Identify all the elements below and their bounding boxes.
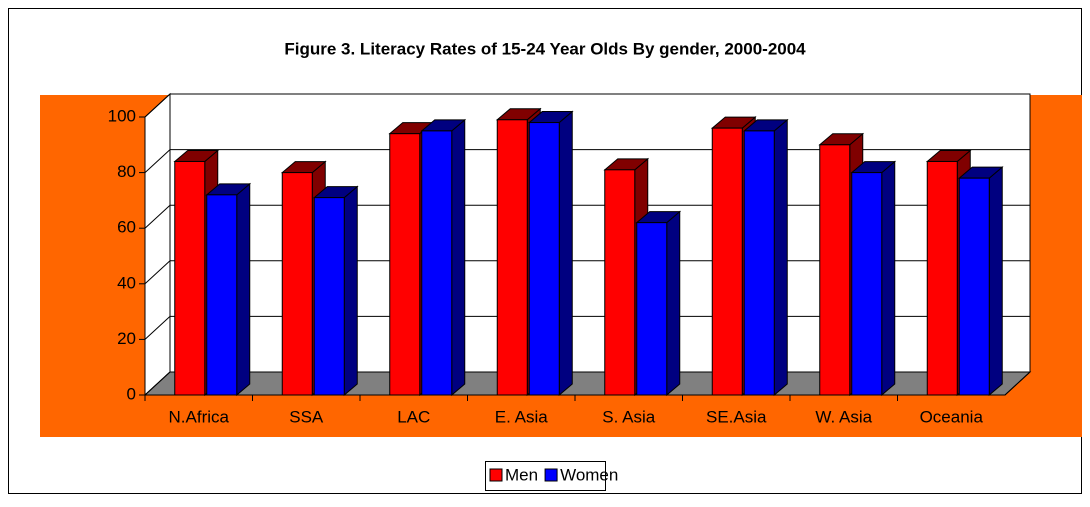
bar <box>421 130 453 396</box>
bar-side <box>988 166 1003 397</box>
legend-label: Women <box>560 465 618 484</box>
bar-side <box>881 160 896 397</box>
bar <box>313 197 345 396</box>
x-tick-label: W. Asia <box>815 407 872 426</box>
bar <box>604 169 636 396</box>
bar-side <box>343 185 358 397</box>
y-tick-label: 20 <box>117 329 136 348</box>
bar-side <box>236 182 251 397</box>
grid-line-side <box>144 316 171 340</box>
plot-area: 0 20 40 60 80 100 N.Africa SSA LAC E. Asia S. Asia… <box>40 92 1082 437</box>
bar <box>281 172 313 396</box>
y-tick-label: 0 <box>127 384 136 403</box>
bar <box>496 119 528 396</box>
bar-side <box>666 210 681 397</box>
x-tick-label: Oceania <box>920 407 984 426</box>
x-tick-label: N.Africa <box>169 407 230 426</box>
floor <box>143 371 1032 396</box>
bar <box>711 127 743 396</box>
bar <box>174 160 206 396</box>
bar <box>528 122 560 396</box>
grid-line-side <box>144 260 171 285</box>
bar-side <box>773 118 788 397</box>
x-tick-label: SE.Asia <box>706 407 767 426</box>
bar <box>926 160 958 396</box>
bar <box>206 194 238 396</box>
x-tick-label: E. Asia <box>495 407 548 426</box>
x-tick-label: S. Asia <box>602 407 655 426</box>
y-tick-label: 40 <box>117 273 136 292</box>
bar <box>819 144 851 396</box>
legend: Men Women <box>489 465 618 484</box>
y-tick-label: 80 <box>117 162 136 181</box>
y-tick-label: 100 <box>108 106 136 125</box>
grid-line-side <box>144 204 171 229</box>
legend-swatch <box>489 468 503 482</box>
grid-line-side <box>144 149 171 173</box>
bar <box>389 133 421 396</box>
grid-line-side <box>144 93 171 118</box>
legend-swatch <box>544 468 558 482</box>
x-tick-label: LAC <box>397 407 430 426</box>
grid-line-side <box>144 371 171 396</box>
bar-side <box>558 110 573 397</box>
chart-title: Figure 3. Literacy Rates of 15-24 Year O… <box>284 39 806 58</box>
x-tick-label: SSA <box>289 407 324 426</box>
legend-label: Men <box>505 465 538 484</box>
bar <box>958 177 990 396</box>
bar <box>851 172 883 396</box>
bar <box>743 130 775 396</box>
bar-side <box>451 118 466 397</box>
bar <box>636 222 668 396</box>
side-wall <box>144 92 171 397</box>
y-tick-label: 60 <box>117 218 136 237</box>
